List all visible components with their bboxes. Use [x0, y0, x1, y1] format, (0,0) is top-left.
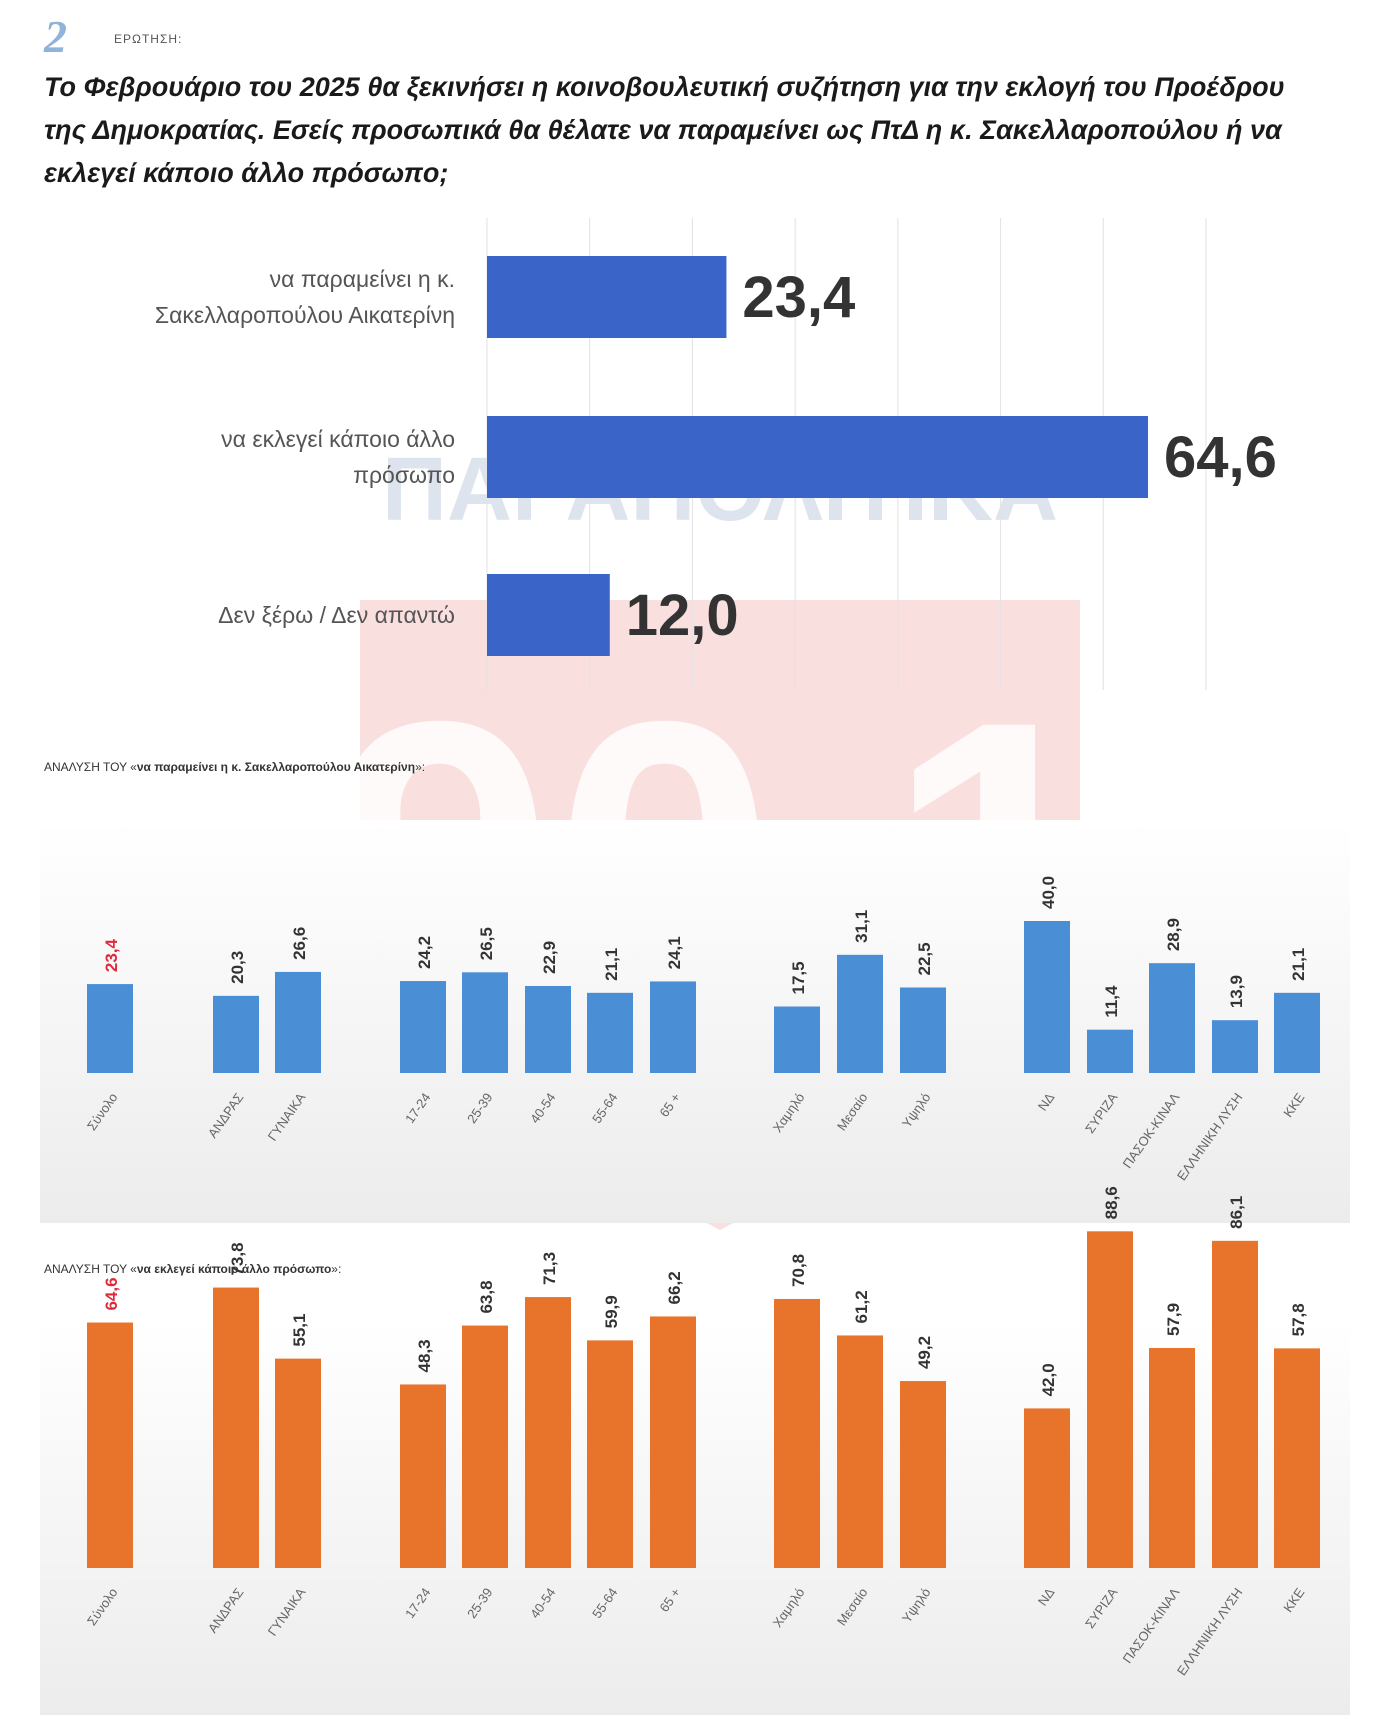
- bar-value-label: 24,1: [665, 936, 684, 969]
- bar: [650, 981, 696, 1073]
- category-label: να παραμείνει η κ.: [270, 266, 455, 292]
- bar: [837, 1335, 883, 1568]
- bar: [1024, 921, 1070, 1073]
- bar: [1087, 1231, 1133, 1568]
- breakdown-title-other-prefix: ΑΝΑΛΥΣΗ ΤΟΥ «: [44, 1262, 137, 1276]
- main-horizontal-bar-chart: 23,4 να παραμείνει η κ. Σακελλαροπούλου Αι…: [155, 218, 1277, 690]
- bar-value-label: 21,1: [602, 948, 621, 981]
- bar-value-label: 48,3: [415, 1339, 434, 1372]
- bar: [487, 574, 610, 656]
- bar-value-label: 55,1: [290, 1314, 309, 1347]
- breakdown-title-remain-prefix: ΑΝΑΛΥΣΗ ΤΟΥ «: [44, 760, 137, 774]
- bar: [1274, 992, 1320, 1073]
- bar: [400, 981, 446, 1073]
- bar-value-label: 42,0: [1039, 1363, 1058, 1396]
- breakdown-title-remain-suffix: »:: [415, 760, 426, 774]
- bar: [462, 972, 508, 1073]
- bar-value-label: 20,3: [228, 951, 247, 984]
- bar: [213, 995, 259, 1073]
- bar: [487, 256, 727, 338]
- bar: [87, 1322, 133, 1568]
- bar: [275, 1358, 321, 1568]
- bar-value-label: 86,1: [1227, 1196, 1246, 1229]
- bar-value-label: 13,9: [1227, 975, 1246, 1008]
- bar: [650, 1316, 696, 1568]
- bar-value-label: 64,6: [102, 1277, 121, 1310]
- bar-value-label: 22,5: [915, 942, 934, 975]
- bar: [587, 1340, 633, 1568]
- breakdown-title-other-bold: να εκλεγεί κάποιο άλλο πρόσωπο: [136, 1262, 332, 1276]
- bar-value-label: 61,2: [852, 1290, 871, 1323]
- bar-value-label: 12,0: [626, 583, 739, 648]
- bar-value-label: 57,8: [1289, 1303, 1308, 1336]
- bar-value-label: 21,1: [1289, 948, 1308, 981]
- bar: [774, 1006, 820, 1073]
- bar-value-label: 17,5: [789, 961, 808, 994]
- bar: [400, 1384, 446, 1568]
- bar-value-label: 40,0: [1039, 876, 1058, 909]
- bar: [837, 954, 883, 1073]
- bar-value-label: 23,4: [742, 265, 855, 330]
- bar: [587, 992, 633, 1073]
- bar: [1087, 1029, 1133, 1073]
- bar: [900, 987, 946, 1073]
- bar-value-label: 64,6: [1164, 425, 1277, 490]
- bar: [1149, 1347, 1195, 1568]
- bar: [462, 1325, 508, 1568]
- bar-value-label: 49,2: [915, 1336, 934, 1369]
- breakdown-title-other: ΑΝΑΛΥΣΗ ΤΟΥ «να εκλεγεί κάποιο άλλο πρόσ…: [44, 1262, 341, 1276]
- bar-value-label: 23,4: [102, 938, 121, 972]
- category-label: Σακελλαροπούλου Αικατερίνη: [155, 302, 455, 328]
- bar-value-label: 70,8: [789, 1254, 808, 1287]
- bar-value-label: 59,9: [602, 1295, 621, 1328]
- bar: [525, 1297, 571, 1568]
- bar-value-label: 26,5: [477, 927, 496, 960]
- bar: [1149, 963, 1195, 1073]
- bar-value-label: 31,1: [852, 910, 871, 943]
- bar-value-label: 66,2: [665, 1271, 684, 1304]
- bar: [275, 971, 321, 1073]
- bar: [1212, 1240, 1258, 1568]
- bar-value-label: 11,4: [1102, 985, 1121, 1018]
- bar: [1212, 1020, 1258, 1073]
- breakdown-title-other-suffix: »:: [331, 1262, 342, 1276]
- question-number: 2: [44, 11, 67, 62]
- bar: [1274, 1348, 1320, 1568]
- bar: [900, 1381, 946, 1568]
- bar-value-label: 28,9: [1164, 918, 1183, 951]
- question-label: ΕΡΩΤΗΣΗ:: [114, 32, 183, 46]
- bar-value-label: 22,9: [540, 941, 559, 974]
- bar: [525, 985, 571, 1073]
- category-label: να εκλεγεί κάποιο άλλο: [221, 426, 455, 452]
- bar-value-label: 63,8: [477, 1280, 496, 1313]
- bar-value-label: 26,6: [290, 927, 309, 960]
- breakdown-title-remain: ΑΝΑΛΥΣΗ ΤΟΥ «να παραμείνει η κ. Σακελλαρ…: [44, 760, 425, 774]
- bar-value-label: 57,9: [1164, 1303, 1183, 1336]
- bar: [87, 984, 133, 1073]
- bar-value-label: 73,8: [228, 1242, 247, 1275]
- bar: [1024, 1408, 1070, 1568]
- bar-value-label: 88,6: [1102, 1186, 1121, 1219]
- question-text: Το Φεβρουάριο του 2025 θα ξεκινήσει η κο…: [44, 72, 1285, 188]
- bar: [487, 416, 1148, 498]
- bar-value-label: 24,2: [415, 936, 434, 969]
- category-label: πρόσωπο: [353, 462, 455, 488]
- category-label: Δεν ξέρω / Δεν απαντώ: [218, 602, 455, 628]
- bar-value-label: 71,3: [540, 1252, 559, 1285]
- breakdown-title-remain-bold: να παραμείνει η κ. Σακελλαροπούλου Αικατ…: [136, 760, 416, 774]
- bar: [213, 1287, 259, 1568]
- bar: [774, 1298, 820, 1568]
